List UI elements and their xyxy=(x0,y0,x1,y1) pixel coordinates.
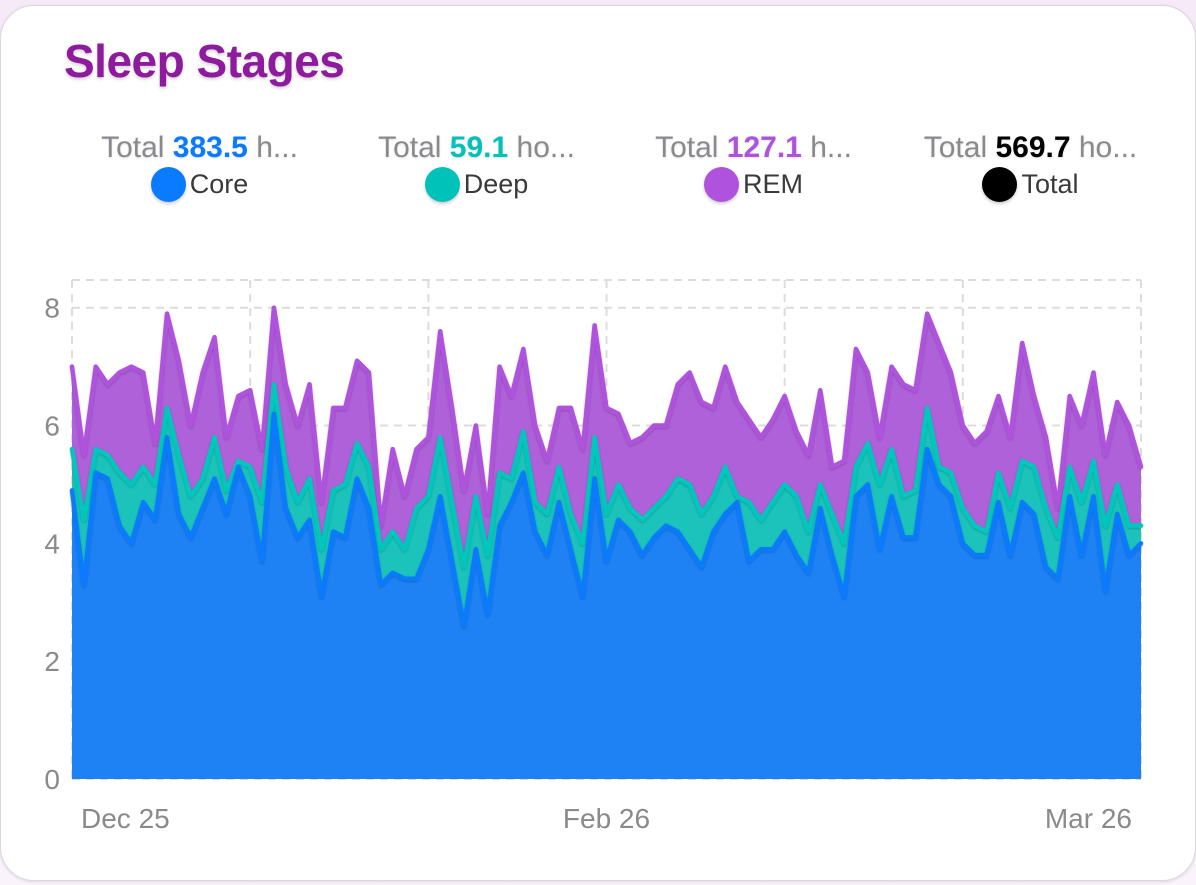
total-prefix: Total xyxy=(923,131,988,164)
total-dot-icon xyxy=(982,167,1018,202)
total-prefix: Total xyxy=(655,131,719,164)
total-value: 59.1 xyxy=(449,131,509,164)
legend-label: Core xyxy=(189,169,249,199)
y-tick-label: 2 xyxy=(44,646,60,677)
total-value: 569.7 xyxy=(995,131,1071,164)
legend-item-core[interactable]: Total 383.5 h... Core xyxy=(61,131,338,202)
total-unit: h... xyxy=(810,131,852,164)
legend-item-total[interactable]: Total 569.7 ho... Total xyxy=(892,131,1169,202)
area-core xyxy=(72,413,1141,779)
y-tick-label: 6 xyxy=(44,411,60,442)
line-deep xyxy=(69,382,1144,570)
legend-label: REM xyxy=(743,169,803,199)
line-rem xyxy=(69,305,1144,528)
x-tick-label: Dec 25 xyxy=(81,803,170,834)
y-tick-label: 0 xyxy=(44,764,60,795)
total-prefix: Total xyxy=(101,131,165,164)
legend-label: Total xyxy=(1021,169,1079,199)
legend: Total 383.5 h... Core Total 59.1 ho... D… xyxy=(61,131,1171,202)
total-rem: Total 127.1 h... xyxy=(615,131,892,165)
total-value: 127.1 xyxy=(726,131,802,164)
area-rem xyxy=(72,307,1141,567)
legend-item-rem[interactable]: Total 127.1 h... REM xyxy=(615,131,892,202)
legend-item-deep[interactable]: Total 59.1 ho... Deep xyxy=(338,131,615,202)
total-unit: ho... xyxy=(1078,131,1138,164)
x-tick-label: Mar 26 xyxy=(1045,803,1132,834)
total-core: Total 383.5 h... xyxy=(61,131,338,165)
total-value: 383.5 xyxy=(172,131,248,164)
y-tick-label: 4 xyxy=(44,528,60,559)
core-dot-icon xyxy=(150,167,186,202)
x-tick-label: Feb 26 xyxy=(563,803,650,834)
rem-dot-icon xyxy=(704,167,739,202)
total-unit: h... xyxy=(256,131,298,164)
total-prefix: Total xyxy=(378,131,442,164)
total-unit: ho... xyxy=(516,131,575,164)
y-tick-label: 8 xyxy=(44,293,60,324)
total-total: Total 569.7 ho... xyxy=(892,131,1169,165)
legend-label: Deep xyxy=(463,169,529,199)
chart-title: Sleep Stages xyxy=(64,35,345,87)
total-deep: Total 59.1 ho... xyxy=(338,131,615,165)
deep-dot-icon xyxy=(424,167,460,202)
line-core xyxy=(69,411,1144,629)
